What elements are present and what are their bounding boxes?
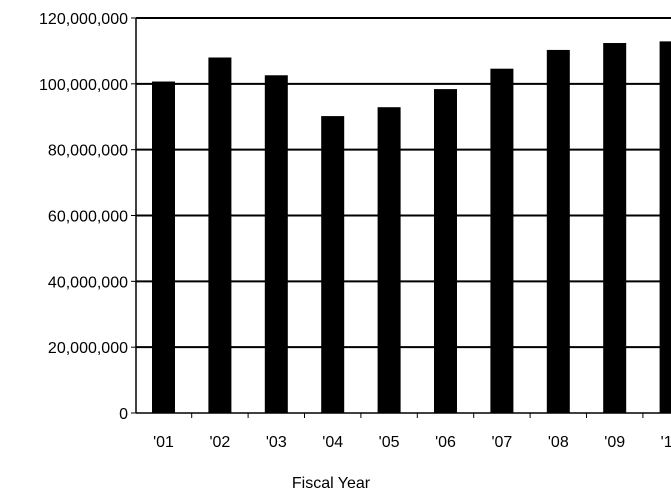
bar [603, 43, 627, 414]
x-tick-label: '07 [491, 434, 512, 451]
x-tick-label: '06 [435, 434, 456, 451]
bar [152, 81, 175, 413]
x-tick-label: '03 [266, 434, 287, 451]
bar [377, 107, 401, 414]
x-axis-title: Fiscal Year [292, 475, 371, 492]
x-tick-label: '04 [322, 434, 343, 451]
x-tick-label: '09 [604, 434, 625, 451]
y-tick-labels: 0 20,000,000 40,000,000 60,000,000 80,000,00… [39, 11, 128, 423]
y-tick-label: 80,000,000 [48, 143, 128, 160]
bar [434, 89, 457, 413]
axes [131, 17, 671, 418]
bar [659, 41, 671, 413]
bar [321, 116, 345, 413]
y-tick-label: 20,000,000 [48, 340, 128, 357]
bar [546, 49, 570, 413]
x-tick-label: '10 [661, 434, 671, 451]
bar [264, 75, 288, 414]
bar [208, 57, 232, 413]
y-tick-label: 60,000,000 [48, 209, 128, 226]
x-tick-labels: '01 '02 '03 '04 '05 '06 '07 '08 '09 '10 [153, 434, 671, 451]
y-tick-label: 120,000,000 [39, 11, 128, 28]
y-tick-label: 0 [119, 406, 128, 423]
x-tick-label: '08 [548, 434, 569, 451]
x-tick-label: '05 [379, 434, 400, 451]
y-tick-label: 100,000,000 [39, 77, 128, 94]
bars [152, 41, 671, 414]
y-tick-label: 40,000,000 [48, 274, 128, 291]
x-tick-label: '01 [153, 434, 174, 451]
bar [490, 68, 514, 414]
x-tick-label: '02 [209, 434, 230, 451]
